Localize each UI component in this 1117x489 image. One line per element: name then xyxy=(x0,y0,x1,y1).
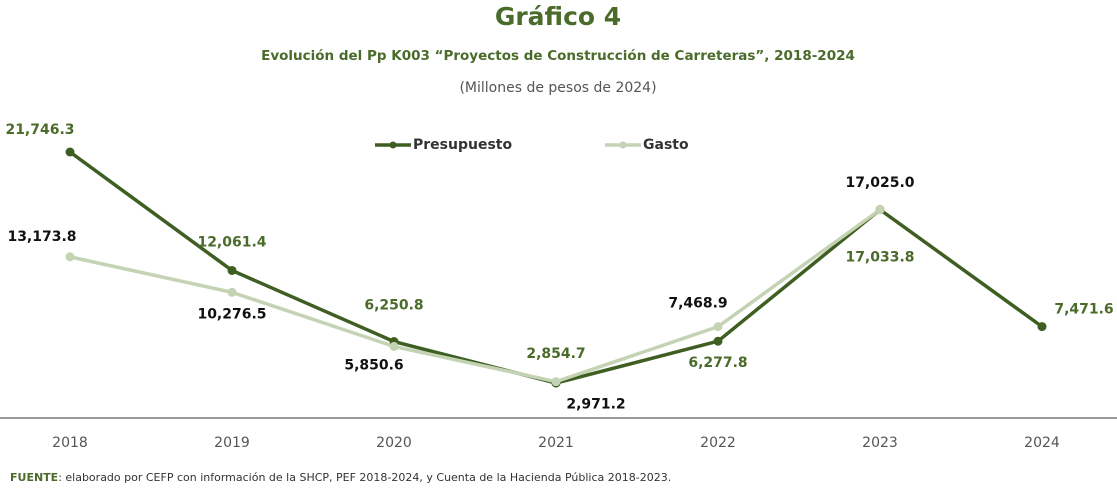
point xyxy=(1037,322,1047,332)
data-label: 10,276.5 xyxy=(197,306,266,322)
point xyxy=(713,322,723,332)
point xyxy=(551,377,561,387)
legend-marker xyxy=(389,141,397,149)
data-label: 13,173.8 xyxy=(7,229,76,245)
data-label: 6,277.8 xyxy=(688,355,747,371)
x-tick-label: 2020 xyxy=(376,435,412,451)
chart-subtitle: Evolución del Pp K003 “Proyectos de Cons… xyxy=(261,48,855,64)
legend-label: Presupuesto xyxy=(413,137,512,153)
legend-marker xyxy=(619,141,627,149)
series-line xyxy=(69,208,882,384)
data-label: 7,471.6 xyxy=(1054,302,1113,318)
point xyxy=(389,341,399,351)
x-tick-label: 2024 xyxy=(1024,435,1060,451)
source: FUENTE: elaborado por CEFP con informaci… xyxy=(10,471,671,484)
data-label: 12,061.4 xyxy=(197,234,266,250)
data-label: 2,971.2 xyxy=(566,397,625,413)
x-tick-label: 2021 xyxy=(538,435,574,451)
point xyxy=(713,336,723,346)
point xyxy=(875,205,885,215)
x-tick-label: 2019 xyxy=(214,435,250,451)
x-tick-label: 2018 xyxy=(52,435,88,451)
data-label: 5,850.6 xyxy=(344,357,403,373)
data-label: 6,250.8 xyxy=(364,298,423,314)
data-label: 2,854.7 xyxy=(526,346,585,362)
source-label: FUENTE xyxy=(10,471,58,484)
data-label: 17,033.8 xyxy=(845,250,914,266)
legend-label: Gasto xyxy=(643,137,689,153)
point xyxy=(65,252,75,262)
chart-title: Gráfico 4 xyxy=(495,2,621,31)
point xyxy=(227,287,237,297)
x-tick-label: 2023 xyxy=(862,435,898,451)
point xyxy=(227,265,237,275)
units-note: (Millones de pesos de 2024) xyxy=(459,80,656,96)
data-label: 21,746.3 xyxy=(5,122,74,138)
data-label: 17,025.0 xyxy=(845,175,914,191)
point xyxy=(65,147,75,157)
source-text: : elaborado por CEFP con información de … xyxy=(58,471,671,484)
x-tick-label: 2022 xyxy=(700,435,736,451)
data-label: 7,468.9 xyxy=(668,296,727,312)
